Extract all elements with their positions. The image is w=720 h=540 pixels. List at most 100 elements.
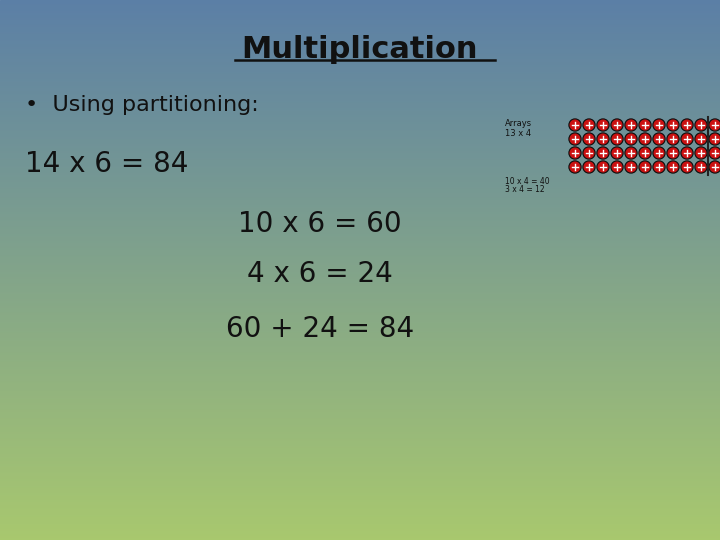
Bar (0, 220, 720, 221)
Bar (0, 99, 720, 101)
Bar (0, 232, 720, 234)
Bar (0, 93, 720, 96)
Bar (0, 342, 720, 344)
Bar (0, 106, 720, 108)
Bar (0, 452, 720, 454)
Bar (0, 369, 720, 371)
Bar (0, 167, 720, 169)
Circle shape (583, 119, 595, 131)
Bar (0, 234, 720, 236)
Bar (0, 437, 720, 439)
Bar (0, 420, 720, 421)
Bar (0, 520, 720, 522)
Bar (0, 455, 720, 457)
Bar (0, 223, 720, 225)
Bar (0, 123, 720, 124)
Circle shape (668, 134, 678, 144)
Bar (0, 77, 720, 79)
Circle shape (639, 133, 651, 145)
Bar (0, 371, 720, 373)
Bar (0, 200, 720, 201)
Bar (0, 387, 720, 389)
Circle shape (597, 133, 609, 145)
Bar (0, 531, 720, 533)
Bar (0, 160, 720, 162)
Bar (0, 518, 720, 520)
Bar (0, 502, 720, 504)
Bar (0, 490, 720, 491)
Bar (0, 329, 720, 331)
Bar (0, 511, 720, 513)
Circle shape (696, 120, 706, 130)
Bar (0, 486, 720, 488)
Bar (0, 390, 720, 393)
Bar (0, 69, 720, 70)
Bar (0, 474, 720, 475)
Circle shape (709, 133, 720, 145)
Bar (0, 173, 720, 174)
Bar (0, 22, 720, 23)
Bar (0, 96, 720, 97)
Bar (0, 344, 720, 346)
Bar (0, 317, 720, 319)
Bar (0, 322, 720, 324)
Bar (0, 509, 720, 511)
Bar (0, 261, 720, 263)
Text: 14 x 6 = 84: 14 x 6 = 84 (25, 150, 189, 178)
Bar (0, 468, 720, 470)
Bar (0, 214, 720, 216)
Bar (0, 484, 720, 486)
Bar (0, 178, 720, 180)
Bar (0, 0, 720, 2)
Bar (0, 150, 720, 151)
Circle shape (667, 147, 679, 159)
Bar (0, 29, 720, 31)
Bar (0, 204, 720, 205)
Bar (0, 513, 720, 515)
Bar (0, 153, 720, 155)
Bar (0, 336, 720, 339)
Bar (0, 16, 720, 18)
Bar (0, 239, 720, 241)
Bar (0, 52, 720, 54)
Bar (0, 155, 720, 157)
Bar (0, 142, 720, 144)
Circle shape (683, 120, 692, 130)
Bar (0, 363, 720, 366)
Bar (0, 162, 720, 164)
Bar (0, 312, 720, 313)
Bar (0, 347, 720, 349)
Bar (0, 279, 720, 281)
Bar (0, 216, 720, 218)
Circle shape (626, 120, 636, 130)
Circle shape (654, 148, 664, 158)
Bar (0, 258, 720, 259)
Bar (0, 533, 720, 535)
Bar (0, 482, 720, 484)
Bar (0, 443, 720, 444)
Bar (0, 367, 720, 369)
Text: 60 + 24 = 84: 60 + 24 = 84 (226, 315, 414, 343)
Bar (0, 119, 720, 120)
Bar (0, 104, 720, 106)
Bar (0, 432, 720, 434)
Bar (0, 113, 720, 115)
Bar (0, 39, 720, 42)
Bar (0, 421, 720, 423)
Bar (0, 169, 720, 171)
Bar (0, 504, 720, 506)
Bar (0, 333, 720, 335)
Bar (0, 247, 720, 248)
Bar (0, 444, 720, 447)
Text: Arrays: Arrays (505, 119, 532, 128)
Bar (0, 58, 720, 59)
Bar (0, 470, 720, 471)
Bar (0, 396, 720, 398)
Bar (0, 61, 720, 63)
Circle shape (570, 162, 580, 172)
Bar (0, 115, 720, 117)
Bar (0, 434, 720, 436)
Bar (0, 331, 720, 333)
Circle shape (683, 134, 692, 144)
Bar (0, 171, 720, 173)
